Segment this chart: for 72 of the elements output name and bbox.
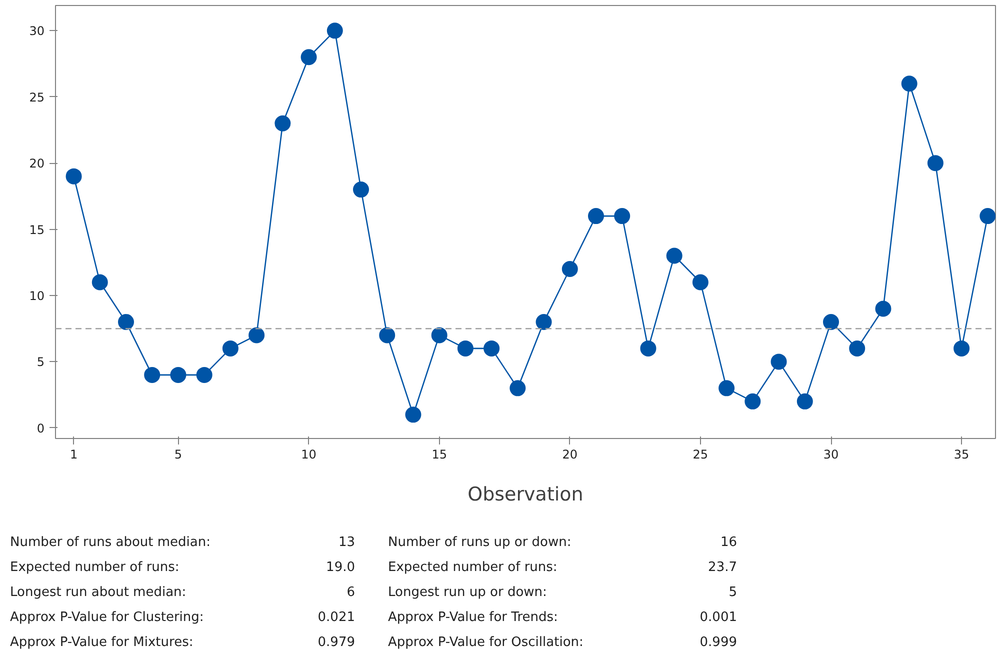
- text: Expected number of runs:: [388, 559, 558, 577]
- point: [326, 22, 343, 39]
- point: [457, 340, 474, 356]
- point: [170, 366, 186, 383]
- text: Approx P-Value for Oscillation:: [388, 634, 584, 652]
- text: Approx P-Value for Trends:: [388, 609, 558, 627]
- text: Longest run about median:: [10, 584, 186, 602]
- point: [823, 314, 839, 330]
- x-tick-label: 25: [692, 448, 708, 462]
- text: 0.999: [700, 634, 737, 652]
- x-tick-label: 35: [954, 448, 970, 462]
- x-tick-label: 10: [301, 448, 316, 462]
- point: [274, 115, 291, 132]
- point: [118, 314, 134, 330]
- y-tick-label: 20: [29, 156, 45, 171]
- text: Expected number of runs:: [10, 559, 180, 577]
- y-tick-label: 5: [36, 355, 45, 370]
- x-axis-title: Observation: [468, 484, 584, 506]
- point: [536, 314, 552, 330]
- point: [353, 182, 369, 198]
- point: [562, 261, 578, 277]
- point: [614, 208, 630, 224]
- text: Approx P-Value for Mixtures:: [10, 634, 194, 652]
- point: [640, 340, 656, 356]
- point: [588, 208, 604, 224]
- text: Longest run up or down:: [388, 584, 547, 602]
- y-tick-label: 25: [29, 90, 45, 104]
- point: [901, 76, 918, 92]
- point: [875, 300, 892, 317]
- text: 0.021: [318, 609, 355, 627]
- point: [300, 49, 317, 66]
- x-tick-label: 30: [823, 448, 839, 462]
- point: [927, 155, 944, 172]
- point: [484, 340, 500, 356]
- text: 23.7: [708, 559, 737, 577]
- point: [144, 366, 160, 383]
- point: [222, 340, 238, 356]
- text: 19.0: [326, 559, 355, 577]
- text: 5: [728, 584, 737, 602]
- x-tick-label: 1: [70, 448, 78, 462]
- point: [405, 406, 422, 423]
- point: [849, 340, 866, 356]
- y-tick-label: 10: [29, 288, 45, 303]
- point: [744, 393, 761, 410]
- text: 13: [338, 534, 355, 552]
- point: [431, 327, 448, 344]
- text: 0.001: [700, 609, 737, 627]
- y-tick-label: 0: [36, 421, 45, 436]
- point: [379, 327, 396, 344]
- x-tick-label: 20: [562, 448, 578, 462]
- point: [666, 248, 682, 264]
- text: Approx P-Value for Clustering:: [10, 609, 204, 627]
- point: [954, 340, 970, 356]
- text: Number of runs up or down:: [388, 534, 572, 552]
- x-tick-label: 5: [174, 448, 182, 462]
- point: [796, 393, 813, 410]
- text: 6: [346, 584, 355, 602]
- point: [980, 208, 996, 224]
- x-tick-label: 15: [432, 448, 447, 462]
- point: [196, 366, 212, 383]
- point: [718, 380, 735, 396]
- point: [92, 274, 108, 290]
- text: Number of runs about median:: [10, 534, 210, 552]
- point: [510, 380, 526, 396]
- point: [770, 354, 787, 370]
- y-tick-label: 15: [29, 222, 45, 237]
- point: [248, 327, 265, 344]
- point: [66, 168, 82, 184]
- text: 16: [720, 534, 737, 552]
- y-tick-label: 30: [29, 24, 45, 38]
- text: 0.979: [318, 634, 355, 652]
- point: [692, 274, 708, 290]
